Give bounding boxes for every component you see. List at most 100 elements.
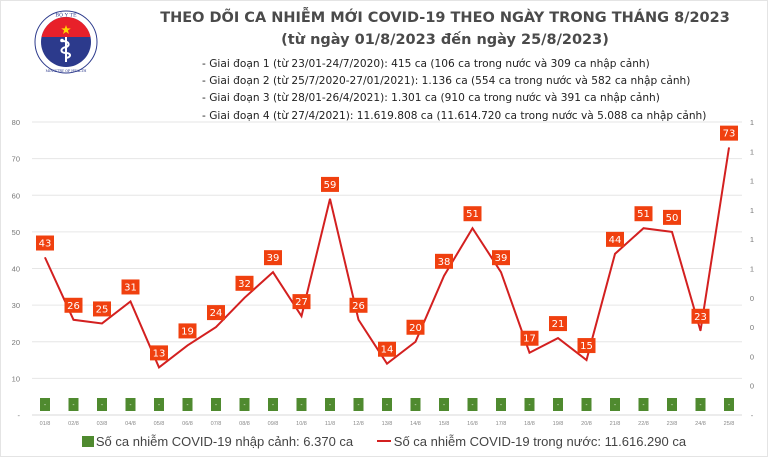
legend-label-imported: Số ca nhiễm COVID-19 nhập cảnh: 6.370 ca bbox=[95, 434, 354, 450]
x-tick-label: 16/8 bbox=[467, 421, 478, 427]
y-tick-label: 70 bbox=[12, 155, 20, 164]
data-label: 26 bbox=[352, 301, 365, 312]
data-label: 20 bbox=[409, 323, 422, 334]
line-point bbox=[329, 198, 331, 200]
line-point bbox=[728, 147, 730, 149]
line-point bbox=[614, 253, 616, 255]
legend-item-imported: Số ca nhiễm COVID-19 nhập cảnh: 6.370 ca bbox=[81, 434, 354, 450]
data-label: 23 bbox=[694, 312, 707, 323]
data-label: 50 bbox=[666, 213, 679, 224]
page-subtitle: (từ ngày 01/8/2023 đến ngày 25/8/2023) bbox=[281, 32, 609, 48]
note-period-4: - Giai đoạn 4 (từ 27/4/2021): 11.619.808… bbox=[202, 109, 707, 122]
bar bbox=[125, 398, 136, 411]
data-label: 31 bbox=[124, 282, 137, 293]
bar bbox=[439, 398, 449, 411]
bar bbox=[182, 398, 193, 411]
y-right-tick-label: 1 bbox=[750, 265, 754, 274]
line-point bbox=[301, 315, 302, 317]
line-point bbox=[44, 257, 46, 259]
y-tick-label: 20 bbox=[12, 338, 20, 347]
data-label: 24 bbox=[210, 308, 223, 319]
data-label-box bbox=[720, 125, 738, 141]
ministry-of-health-logo: BỘ Y TẾ MINISTRY OF HEALTH bbox=[34, 10, 98, 74]
bar-data-label: - bbox=[329, 403, 331, 409]
bar bbox=[40, 398, 50, 411]
legend-swatch-bar bbox=[81, 436, 94, 448]
bar bbox=[553, 398, 563, 411]
data-label-box bbox=[492, 250, 510, 266]
x-tick-label: 01/8 bbox=[40, 421, 51, 427]
data-label: 25 bbox=[96, 304, 109, 315]
bar-data-label: - bbox=[728, 403, 730, 409]
page-title: THEO DÕI CA NHIỄM MỚI COVID-19 THEO NGÀY… bbox=[160, 10, 730, 26]
line-series-domestic bbox=[44, 147, 730, 369]
bar-data-label: - bbox=[500, 403, 502, 409]
note-period-2: - Giai đoạn 2 (từ 25/7/2020-27/01/2021):… bbox=[202, 75, 691, 88]
y-tick-label: 30 bbox=[12, 301, 20, 310]
line-point bbox=[500, 271, 502, 273]
data-label-box bbox=[93, 301, 111, 317]
data-label-box bbox=[406, 319, 425, 335]
line-point bbox=[643, 227, 644, 229]
y-tick-label: 50 bbox=[12, 228, 20, 237]
y-right-tick-label: 0 bbox=[750, 294, 754, 303]
bar-data-label: - bbox=[130, 403, 132, 409]
line-point bbox=[215, 326, 217, 328]
x-tick-label: 12/8 bbox=[353, 421, 364, 427]
data-label-box bbox=[121, 279, 140, 295]
bar bbox=[97, 398, 107, 411]
data-label: 43 bbox=[39, 239, 52, 250]
x-tick-label: 04/8 bbox=[125, 421, 136, 427]
legend-item-domestic: Số ca nhiễm COVID-19 trong nước: 11.616.… bbox=[376, 434, 686, 449]
bar-series-imported: ------------------------- bbox=[40, 398, 734, 411]
x-tick-label: 07/8 bbox=[211, 421, 222, 427]
data-label: 73 bbox=[723, 129, 736, 140]
bar-data-label: - bbox=[614, 403, 616, 409]
line-point bbox=[671, 231, 673, 233]
data-label-box bbox=[150, 345, 168, 361]
y-right-tick-label: 1 bbox=[750, 235, 754, 244]
line-point bbox=[272, 271, 274, 273]
note-period-1: - Giai đoạn 1 (từ 23/01-24/7/2020): 415 … bbox=[202, 58, 650, 70]
line-point bbox=[158, 366, 160, 368]
bar bbox=[382, 398, 392, 411]
data-label: 15 bbox=[580, 341, 593, 352]
data-label: 21 bbox=[552, 319, 565, 330]
data-label: 51 bbox=[637, 209, 650, 220]
data-label-box bbox=[691, 308, 710, 324]
chart-legend: Số ca nhiễm COVID-19 nhập cảnh: 6.370 ca… bbox=[0, 433, 768, 449]
bar-data-label: - bbox=[187, 403, 189, 409]
bar bbox=[325, 398, 335, 411]
data-label: 39 bbox=[495, 253, 508, 264]
bar bbox=[724, 398, 734, 411]
data-label-box bbox=[235, 275, 254, 291]
data-label: 27 bbox=[295, 297, 308, 308]
bar-data-label: - bbox=[215, 403, 217, 409]
data-label-box bbox=[606, 231, 624, 247]
bar bbox=[667, 398, 677, 411]
bar-data-label: - bbox=[529, 403, 531, 409]
y-axis-left: - 10 20 30 40 50 60 70 80 bbox=[12, 118, 21, 420]
bar bbox=[353, 398, 364, 411]
data-label-box bbox=[207, 305, 225, 321]
bar bbox=[496, 398, 506, 411]
x-tick-label: 03/8 bbox=[97, 421, 108, 427]
bar-data-label: - bbox=[700, 403, 702, 409]
svg-text:BỘ Y TẾ: BỘ Y TẾ bbox=[55, 11, 77, 19]
data-label: 19 bbox=[181, 326, 194, 337]
bar bbox=[296, 398, 307, 411]
bar bbox=[68, 398, 79, 411]
y-tick-label: 10 bbox=[12, 374, 20, 383]
bar-data-label: - bbox=[44, 403, 46, 409]
bar bbox=[610, 398, 620, 411]
x-tick-label: 24/8 bbox=[695, 421, 706, 427]
data-label-box bbox=[64, 297, 83, 313]
y-tick-label: - bbox=[18, 411, 21, 420]
data-label: 39 bbox=[267, 253, 280, 264]
data-label: 44 bbox=[609, 235, 622, 246]
data-label: 59 bbox=[324, 180, 337, 191]
bar-data-label: - bbox=[272, 403, 274, 409]
line-point bbox=[472, 227, 473, 229]
bar bbox=[467, 398, 478, 411]
